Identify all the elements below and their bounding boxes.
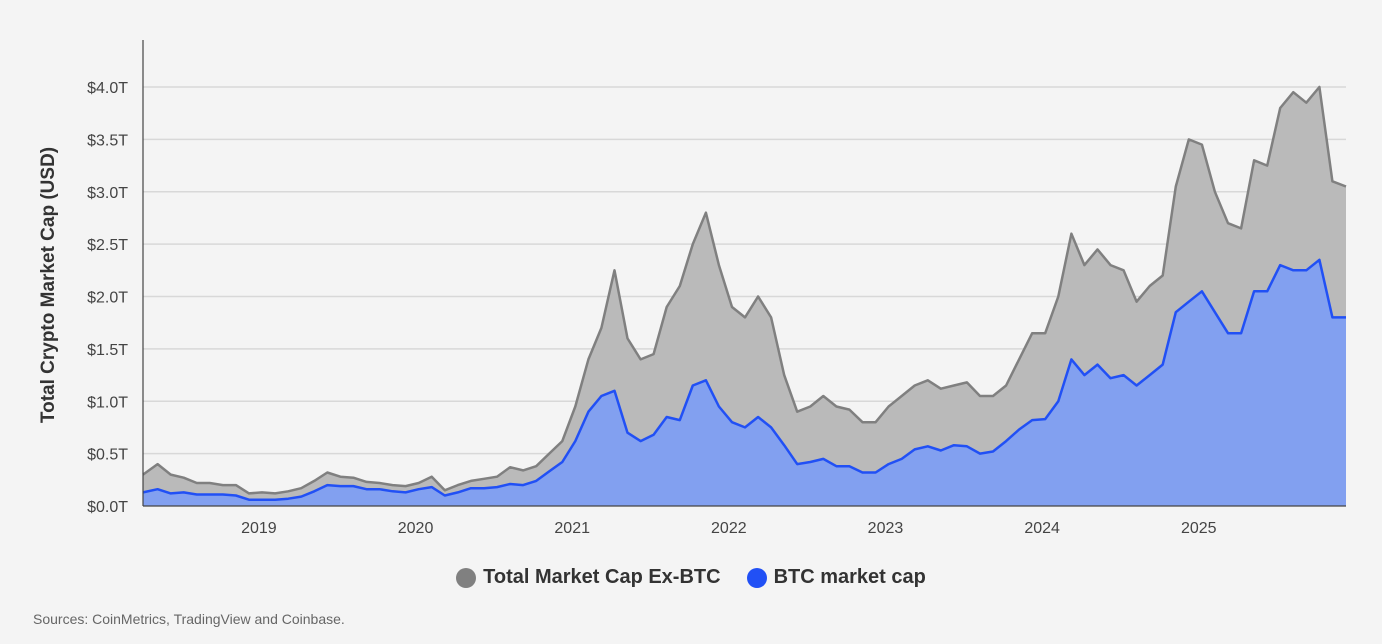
y-tick-label: $2.0T bbox=[87, 290, 128, 307]
legend-label-ex-btc: Total Market Cap Ex-BTC bbox=[483, 566, 721, 588]
area-ex-btc bbox=[143, 87, 1346, 500]
y-tick-label: $3.0T bbox=[87, 185, 128, 202]
x-tick-label: 2024 bbox=[1024, 520, 1060, 537]
legend: Total Market Cap Ex-BTC BTC market cap bbox=[0, 566, 1382, 589]
y-tick-label: $1.0T bbox=[87, 394, 128, 411]
y-axis-label: Total Crypto Market Cap (USD) bbox=[38, 147, 59, 423]
line-btc bbox=[142, 258, 1346, 501]
y-tick-label: $0.0T bbox=[87, 499, 128, 516]
legend-item-btc[interactable]: BTC market cap bbox=[746, 566, 926, 589]
legend-item-ex-btc[interactable]: Total Market Cap Ex-BTC bbox=[456, 566, 721, 589]
y-tick-labels: $0.0T $0.5T $1.0T $1.5T $2.0T $2.5T $3.0T $3.5T… bbox=[87, 80, 128, 516]
legend-label-btc: BTC market cap bbox=[773, 566, 926, 588]
y-tick-label: $4.0T bbox=[87, 80, 128, 97]
x-tick-label: 2021 bbox=[554, 520, 590, 537]
y-tick-label: $1.5T bbox=[87, 342, 128, 359]
x-tick-label: 2020 bbox=[398, 520, 434, 537]
source-note: Sources: CoinMetrics, TradingView and Co… bbox=[33, 611, 345, 627]
line-total-ex-btc bbox=[142, 85, 1347, 495]
y-tick-label: $0.5T bbox=[87, 447, 128, 464]
x-tick-label: 2019 bbox=[241, 520, 277, 537]
x-tick-label: 2022 bbox=[711, 520, 747, 537]
x-tick-label: 2025 bbox=[1181, 520, 1217, 537]
x-tick-labels: 2019 2020 2021 2022 2023 2024 2025 bbox=[241, 520, 1217, 537]
area-btc bbox=[143, 259, 1346, 506]
y-tick-label: $2.5T bbox=[87, 237, 128, 254]
legend-swatch-btc bbox=[746, 567, 767, 588]
area-layer bbox=[142, 85, 1347, 506]
y-tick-label: $3.5T bbox=[87, 132, 128, 149]
x-tick-label: 2023 bbox=[868, 520, 904, 537]
axes bbox=[142, 40, 1346, 507]
legend-swatch-ex-btc bbox=[456, 567, 477, 588]
